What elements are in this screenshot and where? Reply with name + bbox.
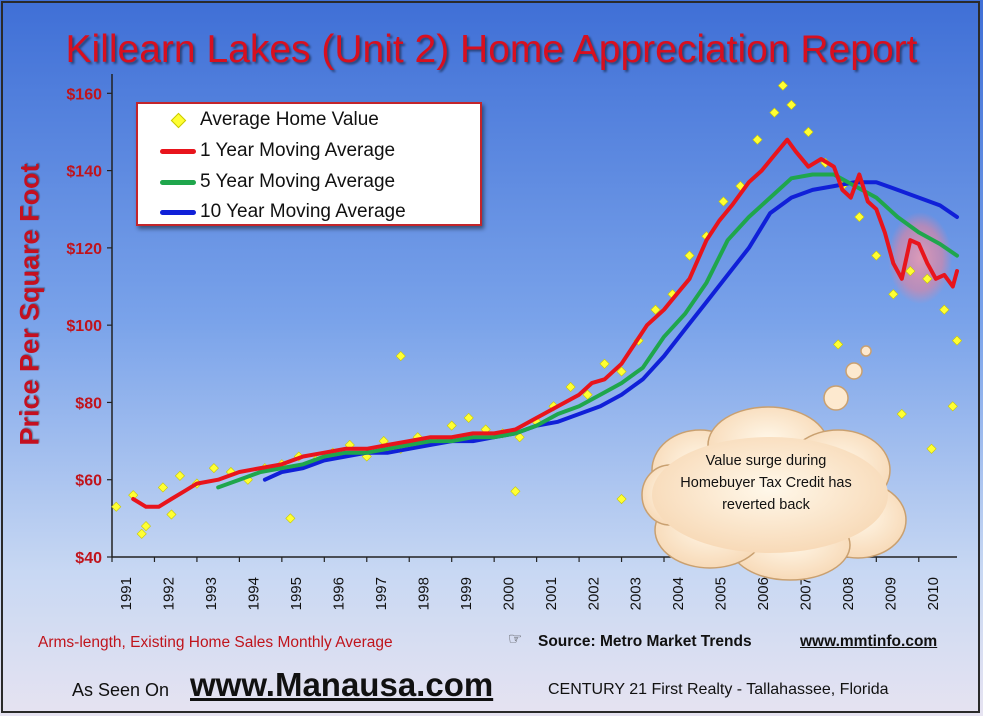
- x-tick-label: 2002: [585, 577, 602, 610]
- y-tick-label: $40: [75, 550, 102, 567]
- x-tick-label: 2004: [670, 577, 687, 610]
- scatter-point: [926, 443, 937, 454]
- x-tick-label: 1998: [415, 577, 432, 610]
- y-tick-label: $100: [66, 318, 102, 335]
- office-label: CENTURY 21 First Realty - Tallahassee, F…: [548, 681, 889, 698]
- legend-item-5-year: 5 Year Moving Average: [158, 167, 395, 197]
- legend-line-green: [160, 180, 196, 185]
- legend-line-red: [160, 149, 196, 154]
- scatter-point: [514, 432, 525, 443]
- callout-text: Value surge during Homebuyer Tax Credit …: [680, 453, 852, 513]
- source-url-link[interactable]: www.mmtinfo.com: [800, 633, 938, 650]
- scatter-point: [896, 409, 907, 420]
- x-tick-label: 2007: [798, 577, 815, 610]
- x-tick-label: 2009: [883, 577, 900, 610]
- x-tick-label: 2003: [628, 577, 645, 610]
- legend-item-average-home-value: Average Home Value: [158, 105, 379, 135]
- scatter-point: [166, 509, 177, 520]
- x-tick-label: 1991: [118, 577, 135, 610]
- legend-diamond-marker: [170, 112, 187, 129]
- y-tick-label: $120: [66, 241, 102, 258]
- thought-bubble-small: [860, 345, 872, 357]
- legend-item-10-year: 10 Year Moving Average: [158, 197, 406, 227]
- chart-legend: Average Home Value 1 Year Moving Average…: [136, 102, 482, 226]
- scatter-point: [208, 463, 219, 474]
- source-note: Arms-length, Existing Home Sales Monthly…: [38, 634, 393, 651]
- as-seen-on-label: As Seen On: [72, 680, 170, 700]
- scatter-point: [871, 250, 882, 261]
- x-tick-label: 2008: [840, 577, 857, 610]
- x-tick-label: 1995: [288, 577, 305, 610]
- thought-bubble-medium: [845, 362, 863, 380]
- y-tick-label: $60: [75, 473, 102, 490]
- scatter-point: [786, 99, 797, 110]
- scatter-point: [803, 126, 814, 137]
- scatter-point: [951, 335, 963, 346]
- x-tick-label: 2001: [543, 577, 560, 610]
- legend-label: 5 Year Moving Average: [200, 171, 396, 192]
- series-line-one-year: [131, 137, 959, 509]
- source-credit: Source: Metro Market Trends: [538, 633, 752, 650]
- scatter-point: [395, 351, 406, 362]
- highlight-glow: [888, 212, 952, 304]
- scatter-point: [905, 266, 916, 277]
- legend-line-blue: [160, 210, 196, 215]
- x-tick-label: 2005: [713, 577, 730, 610]
- scatter-point: [888, 289, 899, 300]
- scatter-point: [285, 513, 296, 524]
- scatter-point: [140, 521, 151, 532]
- pointing-hand-icon: ☞: [508, 631, 523, 648]
- website-link[interactable]: www.Manausa.com: [190, 666, 494, 703]
- scatter-point: [650, 304, 661, 315]
- scatter-point: [854, 211, 865, 222]
- scatter-point: [947, 401, 958, 412]
- scatter-point: [565, 381, 576, 393]
- scatter-point: [582, 389, 593, 400]
- scatter-point: [616, 366, 627, 377]
- scatter-point: [684, 250, 695, 261]
- thought-bubble-large: [823, 385, 849, 411]
- scatter-point: [752, 134, 763, 145]
- scatter-point: [599, 358, 610, 369]
- scatter-point: [718, 196, 729, 207]
- x-tick-label: 1999: [458, 577, 475, 610]
- scatter-point: [157, 482, 168, 493]
- y-tick-label: $80: [75, 395, 102, 412]
- x-tick-label: 1993: [203, 577, 220, 610]
- scatter-point: [922, 273, 933, 284]
- scatter-point: [777, 80, 788, 91]
- legend-item-1-year: 1 Year Moving Average: [158, 136, 395, 166]
- scatter-point: [939, 304, 950, 315]
- scatter-point: [616, 494, 627, 505]
- scatter-point: [769, 107, 780, 118]
- x-tick-label: 1997: [373, 577, 390, 610]
- legend-label: Average Home Value: [200, 109, 379, 130]
- x-tick-label: 2006: [755, 577, 772, 610]
- x-tick-label: 1992: [161, 577, 178, 610]
- scatter-point: [174, 470, 185, 481]
- legend-label: 1 Year Moving Average: [200, 140, 396, 161]
- x-tick-label: 2010: [925, 577, 942, 610]
- x-tick-label: 2000: [500, 577, 517, 610]
- x-tick-label: 1996: [331, 577, 348, 610]
- scatter-point: [446, 420, 457, 431]
- scatter-point: [833, 339, 844, 350]
- y-tick-label: $140: [66, 164, 102, 181]
- scatter-point: [136, 528, 147, 539]
- legend-label: 10 Year Moving Average: [200, 201, 406, 222]
- y-tick-label: $160: [66, 86, 102, 103]
- x-tick-label: 1994: [246, 577, 263, 610]
- scatter-point: [111, 501, 122, 512]
- callout-cloud: [641, 345, 907, 581]
- scatter-point: [510, 486, 521, 497]
- chart-title: Killearn Lakes (Unit 2) Home Appreciatio…: [65, 28, 918, 71]
- scatter-point: [463, 412, 474, 423]
